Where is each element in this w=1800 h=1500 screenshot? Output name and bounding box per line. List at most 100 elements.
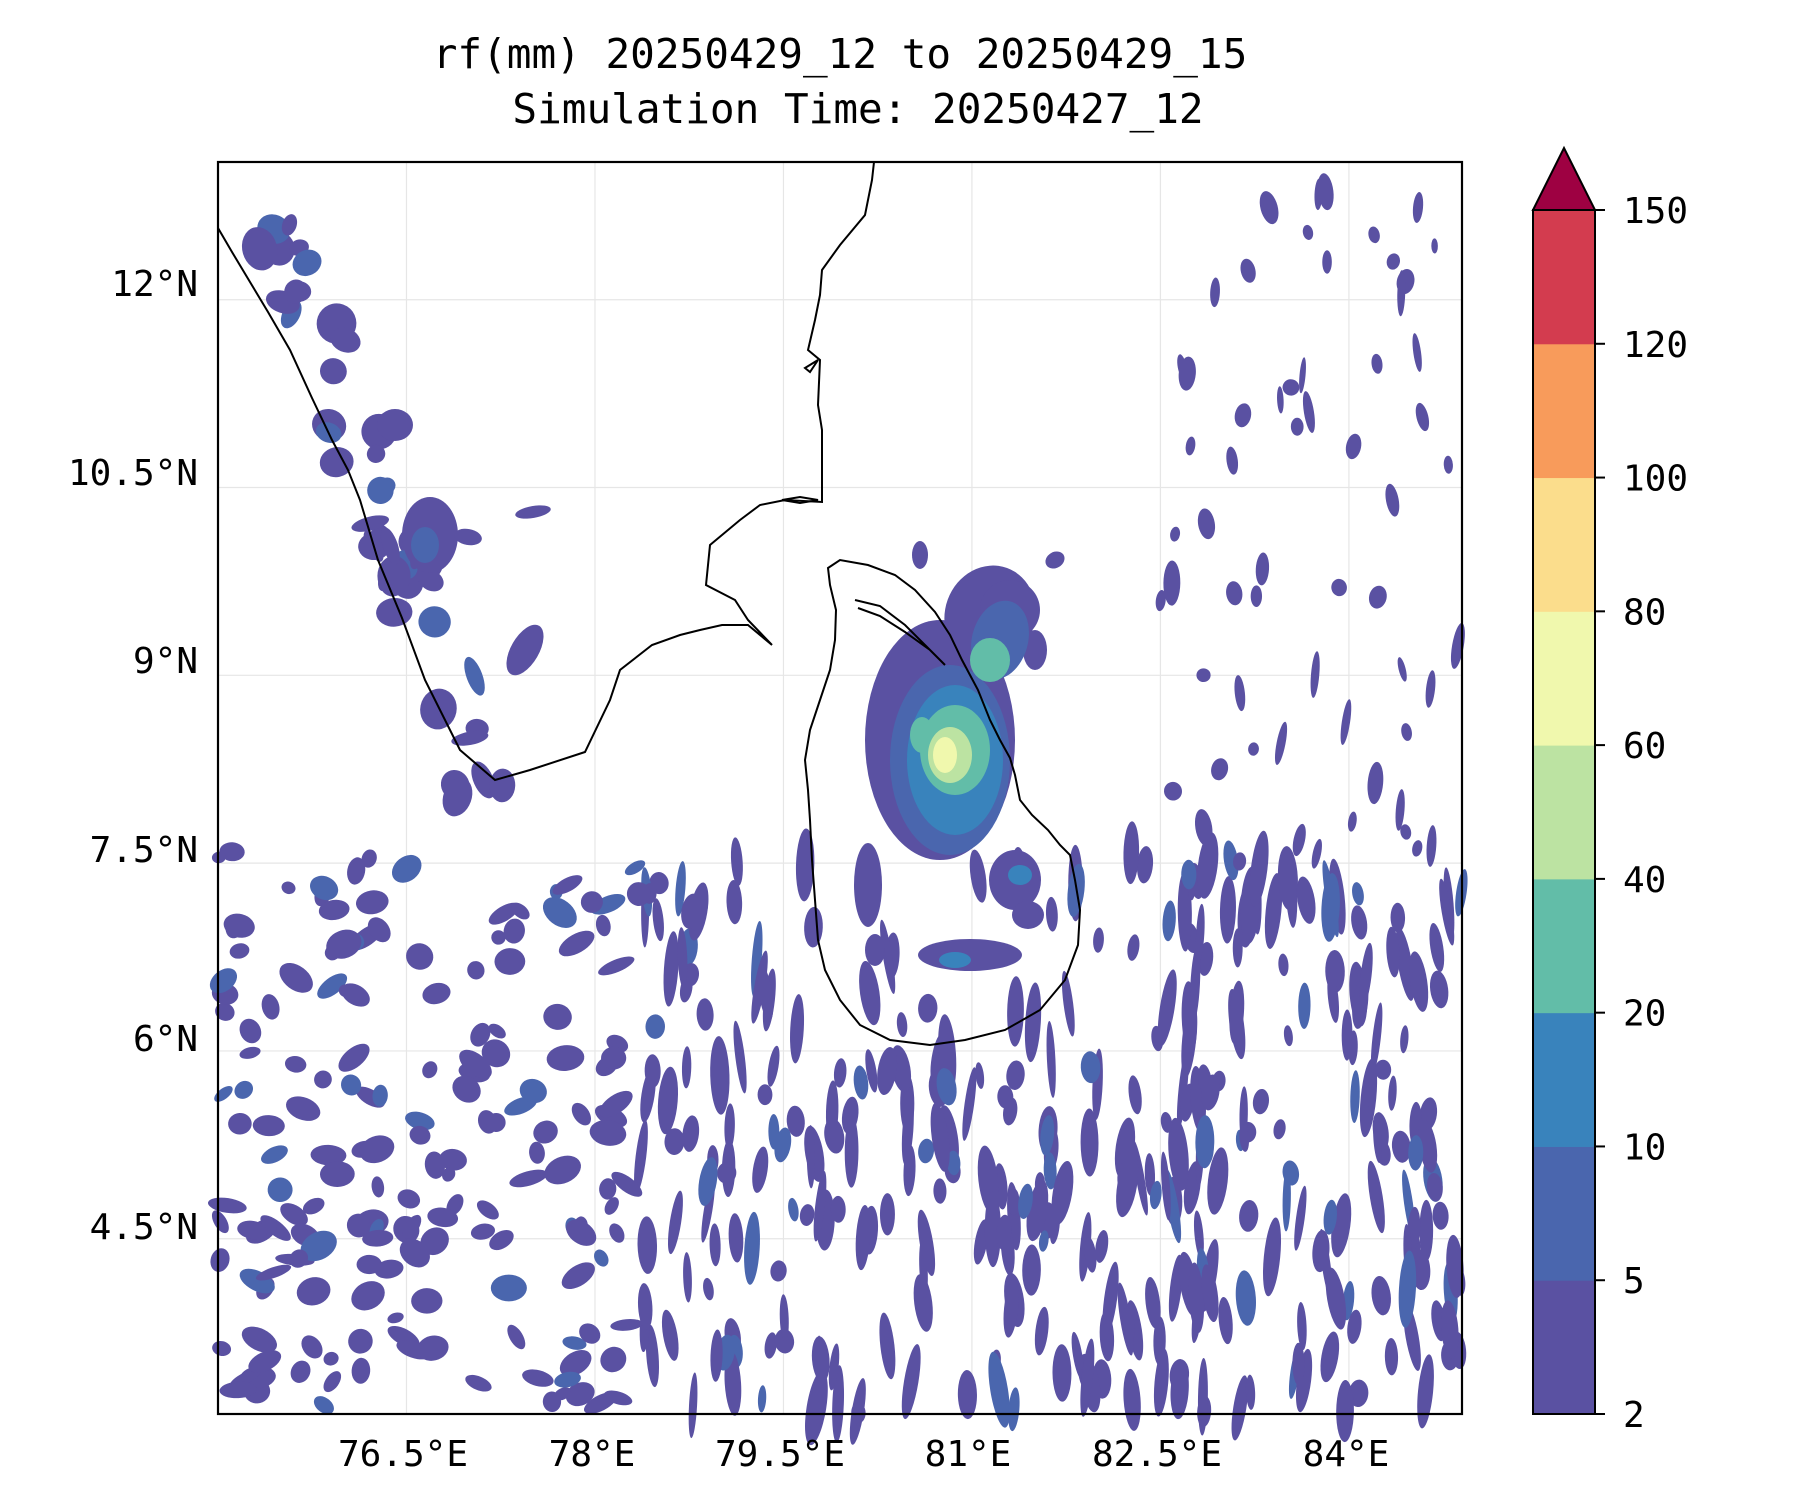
rain-cell <box>1022 1244 1041 1296</box>
rain-cell <box>1122 1306 1135 1343</box>
rain-cell <box>1386 253 1401 270</box>
rain-cell <box>454 528 482 546</box>
rain-cell <box>757 1084 773 1106</box>
rain-cell <box>1084 1237 1097 1273</box>
rain-cell <box>1400 824 1412 840</box>
rain-cell <box>1245 1374 1256 1410</box>
rain-cell <box>491 930 506 945</box>
rain-cell <box>645 1014 665 1039</box>
rain-cell <box>1336 1380 1354 1443</box>
rain-cell <box>1160 1111 1173 1133</box>
rain-cell <box>726 880 743 925</box>
x-tick-label: 78°E <box>549 1434 636 1475</box>
rain-cell <box>859 960 881 1026</box>
colorbar-bin <box>1533 611 1595 746</box>
rain-cell <box>211 1210 229 1234</box>
rain-cell <box>558 930 595 957</box>
rain-cell <box>1155 590 1166 612</box>
rain-cell <box>1194 809 1213 846</box>
rain-cell <box>1080 1338 1095 1417</box>
rain-cell <box>1181 859 1197 890</box>
rain-cell <box>490 1274 527 1302</box>
title-line-1: rf(mm) 20250429_12 to 20250429_15 <box>433 30 1248 78</box>
rain-cell <box>1443 455 1453 474</box>
rain-cell <box>422 1061 438 1079</box>
rain-cell <box>1425 670 1436 708</box>
x-tick-label: 81°E <box>925 1434 1012 1475</box>
rain-cell <box>391 854 422 883</box>
rain-cell <box>507 1324 526 1350</box>
rain-cell <box>529 1141 545 1164</box>
rain-cell <box>1038 1230 1049 1252</box>
rain-cell <box>359 1135 395 1164</box>
rain-cell <box>566 1219 597 1246</box>
rain-cell <box>281 881 296 895</box>
rain-cell <box>1340 699 1352 745</box>
rain-cell <box>1348 1379 1369 1408</box>
rain-cell <box>634 1119 648 1193</box>
rain-cell <box>1298 982 1311 1029</box>
rain-cell <box>790 994 805 1064</box>
colorbar-bin <box>1533 210 1595 345</box>
rain-cell <box>1226 581 1243 606</box>
rain-cell <box>645 1324 660 1388</box>
rain-cell <box>1290 417 1304 436</box>
rain-cell <box>644 1054 661 1088</box>
rain-cell <box>1274 721 1288 765</box>
rain-cell <box>1196 668 1211 683</box>
rain-cell <box>284 279 307 304</box>
rain-cell <box>301 1335 323 1359</box>
rain-cell <box>228 1112 252 1135</box>
rain-cell <box>751 920 763 997</box>
rain-cell <box>799 1204 815 1226</box>
rain-cell <box>476 1200 499 1220</box>
rain-cell <box>786 1105 805 1137</box>
rain-cell <box>1317 173 1334 211</box>
y-tick-label: 7.5°N <box>90 830 198 871</box>
rain-cell <box>1123 1368 1141 1431</box>
rain-cell <box>710 1329 723 1382</box>
rain-cell <box>470 1223 496 1240</box>
rain-cell <box>710 1036 730 1115</box>
rain-cell <box>1229 980 1245 1045</box>
rain-cell <box>774 1127 792 1163</box>
rain-cell <box>340 1074 362 1096</box>
rain-cell <box>1299 357 1306 394</box>
rain-cell <box>346 1213 371 1238</box>
rain-cell <box>997 1085 1014 1109</box>
rain-cell <box>396 1340 431 1360</box>
rain-cell <box>730 837 743 886</box>
colorbar-tick-label: 2 <box>1623 1395 1645 1436</box>
rain-cell <box>1350 1070 1360 1123</box>
rain-cell <box>1195 1115 1215 1169</box>
y-tick-label: 10.5°N <box>68 453 198 494</box>
rain-cell <box>399 1238 430 1268</box>
rain-cell <box>1240 258 1256 283</box>
colorbar-tick-label: 100 <box>1623 459 1688 500</box>
rain-cell <box>1188 1262 1205 1333</box>
rain-cell <box>1302 391 1315 433</box>
colorbar-bin <box>1533 1146 1595 1281</box>
rain-cell <box>452 1075 481 1103</box>
rain-cell <box>681 893 702 929</box>
rain-cell <box>788 1197 799 1222</box>
rain-cell <box>1197 508 1216 540</box>
rain-cell <box>1211 758 1229 781</box>
rain-cell <box>681 1046 692 1089</box>
rain-cell <box>223 913 255 938</box>
rain-cell <box>562 1336 587 1350</box>
colorbar-bin <box>1533 878 1595 1014</box>
rain-cell <box>611 1171 643 1197</box>
rain-cell <box>936 1068 957 1106</box>
rain-cell <box>409 1125 431 1145</box>
rain-cell <box>1373 1116 1382 1163</box>
rain-cell <box>239 1046 261 1059</box>
rain-cell <box>652 898 664 942</box>
rain-cell <box>1018 1183 1033 1219</box>
colorbar-bin <box>1533 1280 1595 1415</box>
rain-cell <box>598 956 635 976</box>
rain-cell <box>1151 1025 1164 1052</box>
rain-cell <box>351 1357 371 1384</box>
rain-cell <box>1193 1210 1204 1259</box>
rain-cell <box>362 1229 394 1247</box>
